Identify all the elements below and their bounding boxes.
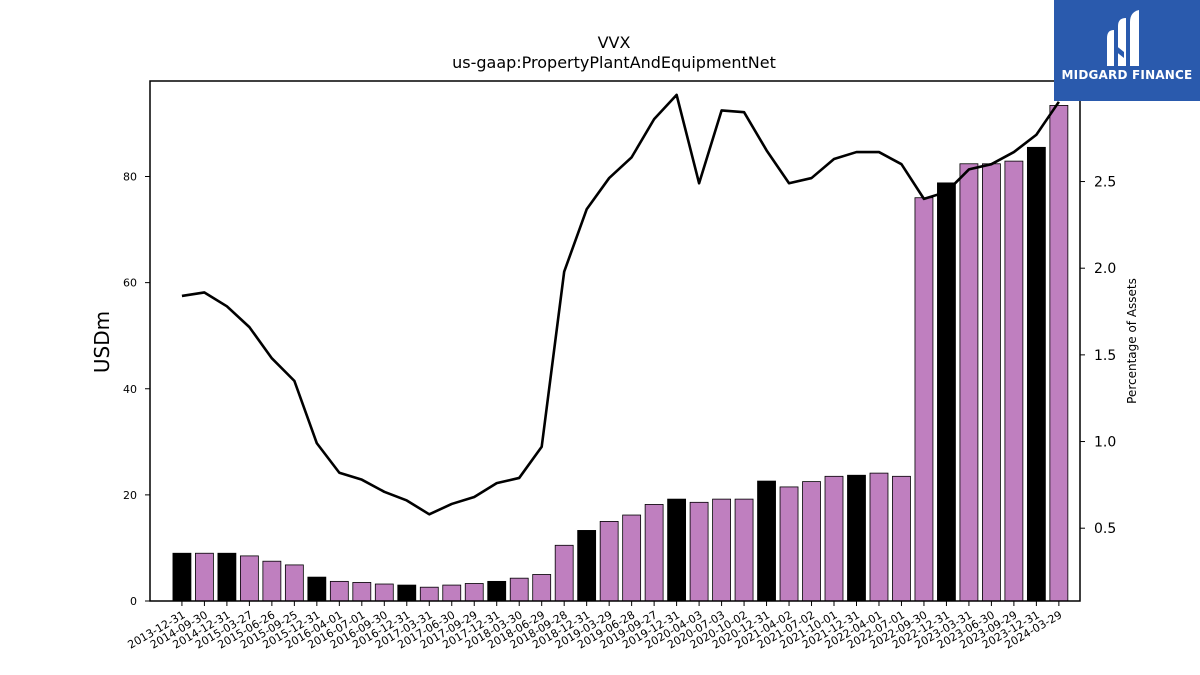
logo-text: MIDGARD FINANCE	[1061, 68, 1193, 82]
bar	[374, 583, 394, 602]
y-tick-label: 20	[123, 489, 137, 502]
bar	[847, 474, 866, 602]
bar	[397, 584, 417, 602]
pct-assets-line	[181, 93, 1060, 516]
bar	[577, 530, 597, 602]
plot-frame	[149, 80, 1081, 602]
y-tick-label: 0	[130, 595, 137, 608]
y2-tick-label: 0.5	[1094, 521, 1116, 537]
midgard-finance-logo: MIDGARD FINANCE	[1054, 0, 1200, 101]
bar	[869, 472, 889, 602]
bar	[554, 544, 574, 602]
bar	[509, 577, 529, 602]
bar	[442, 584, 462, 602]
bar	[1049, 105, 1069, 602]
bar	[734, 498, 754, 602]
y2-tick-label: 1.5	[1094, 348, 1116, 364]
bar	[464, 583, 484, 602]
axes: 0204060800.51.01.52.02.53.02013-12-31201…	[123, 80, 1116, 652]
bar	[487, 580, 507, 602]
bar	[419, 586, 439, 602]
bar	[217, 552, 237, 602]
logo-mark-icon	[1107, 10, 1139, 66]
bar	[239, 555, 259, 602]
bar	[982, 163, 1001, 602]
bar	[532, 574, 552, 602]
bar	[352, 582, 372, 602]
y2-axis-label: Percentage of Assets	[1125, 278, 1139, 404]
y2-tick-label: 1.0	[1094, 435, 1116, 451]
bar	[599, 521, 619, 602]
bar	[802, 481, 821, 602]
y-tick-label: 40	[123, 383, 137, 396]
bar	[892, 475, 911, 602]
bar	[172, 552, 192, 602]
bar	[757, 480, 776, 602]
chart-subtitle: us-gaap:PropertyPlantAndEquipmentNet	[452, 53, 776, 72]
bar	[284, 564, 304, 602]
bar	[644, 504, 664, 602]
bar	[824, 475, 844, 602]
chart-title: VVX	[598, 33, 631, 52]
y2-tick-label: 2.0	[1094, 261, 1116, 277]
bar	[1004, 160, 1024, 602]
bar	[195, 552, 214, 602]
bar	[779, 486, 799, 602]
y-tick-label: 60	[123, 277, 137, 290]
bar	[937, 182, 956, 602]
bar	[959, 163, 979, 602]
y-tick-label: 80	[123, 171, 137, 184]
bar	[1026, 146, 1046, 602]
bar	[622, 514, 642, 602]
bar	[262, 560, 282, 602]
bar-series	[172, 105, 1069, 602]
bar	[329, 580, 349, 602]
bar	[914, 197, 934, 602]
bar	[712, 498, 731, 602]
line-series	[181, 93, 1060, 516]
bar	[307, 576, 327, 602]
bar	[689, 501, 709, 602]
y2-tick-label: 2.5	[1094, 175, 1116, 191]
bar	[667, 498, 687, 602]
y-axis-label: USDm	[90, 311, 114, 373]
